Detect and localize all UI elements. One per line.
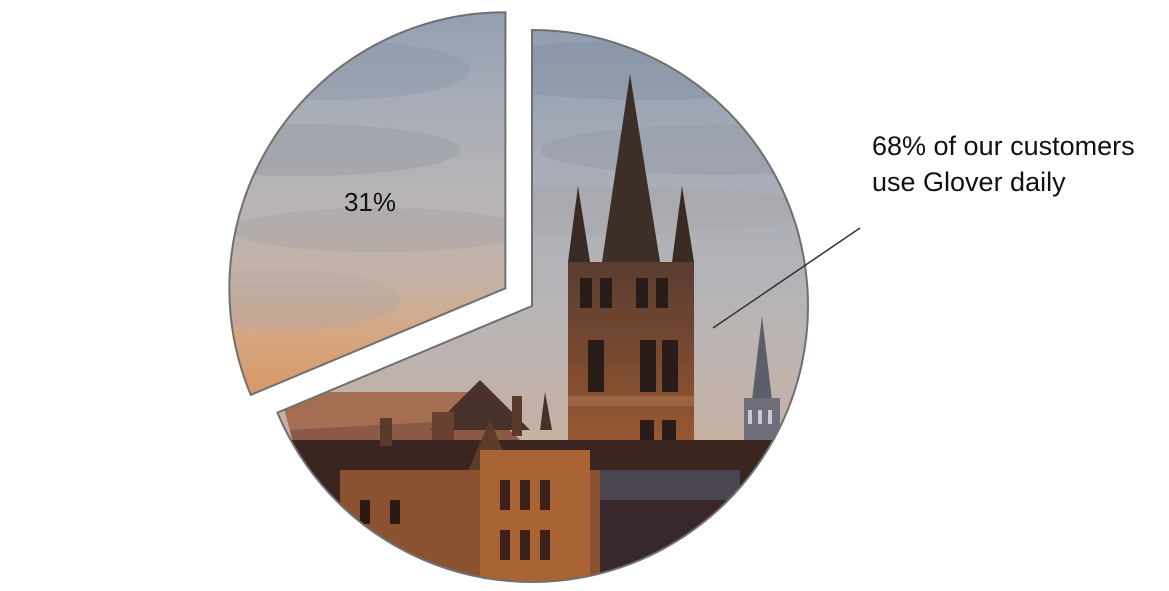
callout-line-2: use Glover daily — [872, 167, 1066, 197]
callout-line-1: 68% of our customers — [872, 131, 1135, 161]
callout-leader-line — [712, 227, 861, 329]
main-tower — [568, 74, 694, 462]
callout-annotation: 68% of our customers use Glover daily — [872, 128, 1135, 200]
pie-slice-31 — [228, 11, 507, 397]
slice-label-31: 31% — [344, 187, 396, 217]
